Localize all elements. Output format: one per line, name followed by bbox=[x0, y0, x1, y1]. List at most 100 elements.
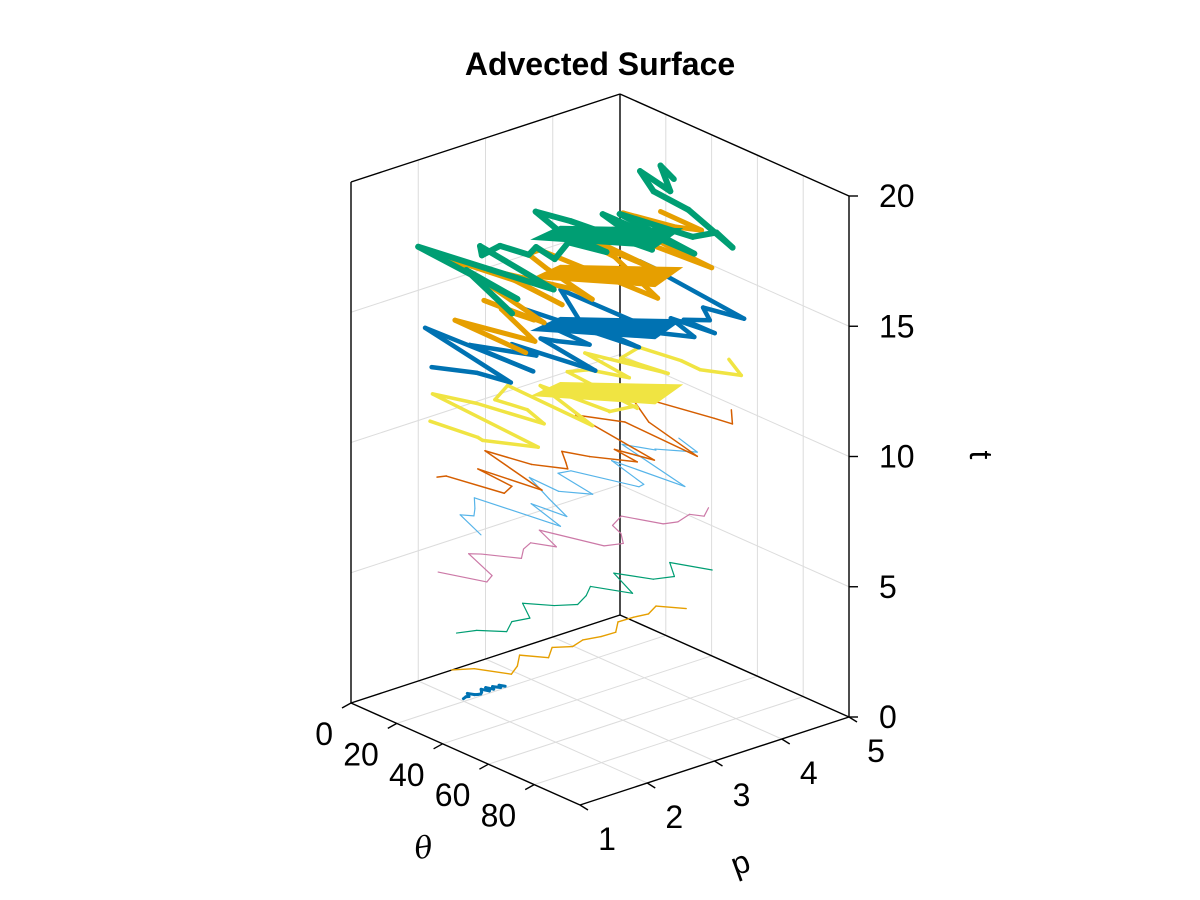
grid-line bbox=[350, 354, 621, 443]
surface-segment bbox=[532, 208, 574, 225]
surface-segment bbox=[677, 513, 691, 523]
x-tick-mark bbox=[387, 722, 398, 730]
surface-patch bbox=[530, 316, 684, 340]
surface-segment bbox=[652, 575, 676, 580]
surface-segment bbox=[548, 498, 568, 518]
surface-slice bbox=[436, 400, 734, 495]
surface-segment bbox=[557, 490, 594, 495]
z-tick-label: 15 bbox=[879, 308, 915, 344]
surface-segment bbox=[459, 514, 482, 536]
surface-slice bbox=[437, 507, 710, 583]
surface-segment bbox=[617, 616, 635, 623]
surface-segment bbox=[450, 667, 475, 671]
surface-segment bbox=[603, 542, 624, 547]
surface-slice bbox=[455, 561, 713, 634]
surface-segment bbox=[613, 572, 634, 594]
surface-segment bbox=[478, 242, 504, 259]
surface-segment bbox=[522, 542, 532, 550]
surface-segment bbox=[467, 342, 536, 374]
y-tick-mark bbox=[714, 760, 723, 767]
surface-segment bbox=[477, 243, 557, 293]
surface-segment bbox=[445, 475, 505, 495]
surface-segment bbox=[611, 459, 645, 485]
y-axis-label: p bbox=[726, 843, 755, 883]
surface-segment bbox=[538, 529, 605, 547]
surface-segment bbox=[415, 243, 521, 303]
surface-segment bbox=[657, 162, 677, 183]
surface-segment bbox=[576, 595, 587, 606]
surface-segment bbox=[551, 239, 572, 263]
surface-segment bbox=[430, 392, 540, 449]
grid-line bbox=[418, 680, 648, 784]
surface-segment bbox=[521, 602, 531, 619]
surface-segment bbox=[558, 287, 583, 324]
surface-segment bbox=[533, 244, 558, 263]
surface-segment bbox=[477, 468, 513, 488]
surface-segment bbox=[516, 654, 521, 667]
surface-patch bbox=[530, 225, 684, 249]
surface-segment bbox=[669, 561, 713, 571]
surface-segment bbox=[505, 383, 595, 428]
axis-edge bbox=[350, 702, 581, 806]
y-tick-label: 5 bbox=[867, 733, 885, 769]
surface-segment bbox=[685, 206, 736, 251]
surface-segment bbox=[621, 443, 686, 488]
x-tick-mark bbox=[524, 783, 535, 791]
surface-segment bbox=[503, 485, 513, 495]
surface-segment bbox=[574, 414, 626, 423]
surface-segment bbox=[659, 331, 697, 340]
surface-segment bbox=[565, 367, 591, 374]
surface-segment bbox=[638, 483, 645, 488]
surface-segment bbox=[547, 646, 553, 659]
surface-segment bbox=[473, 497, 562, 527]
x-tick-mark bbox=[479, 763, 489, 770]
y-tick-label: 2 bbox=[665, 799, 683, 835]
x-tick-label: 20 bbox=[343, 736, 379, 772]
surface-segment bbox=[727, 357, 744, 378]
surface-segment bbox=[473, 667, 513, 675]
surface-series bbox=[415, 162, 747, 701]
surface-segment bbox=[452, 317, 538, 344]
grid-lines bbox=[350, 93, 850, 806]
surface-segment bbox=[572, 639, 584, 648]
surface-segment bbox=[474, 401, 546, 426]
x-tick-mark bbox=[433, 743, 443, 750]
surface-segment bbox=[647, 605, 657, 615]
surface-segment bbox=[509, 341, 598, 373]
surface-segment bbox=[528, 476, 560, 492]
surface-segment bbox=[655, 605, 687, 610]
surface-patch bbox=[530, 382, 684, 405]
surface-segment bbox=[624, 421, 699, 458]
surface-segment bbox=[585, 585, 592, 597]
surface-segment bbox=[530, 542, 557, 548]
surface-segment bbox=[553, 603, 579, 607]
surface-segment bbox=[703, 507, 710, 517]
surface-segment bbox=[521, 602, 555, 607]
surface-segment bbox=[557, 472, 594, 495]
axis-frame bbox=[350, 93, 850, 806]
z-tick-label: 0 bbox=[879, 699, 897, 735]
surface-segment bbox=[633, 400, 650, 423]
surface-slice bbox=[459, 437, 698, 536]
surface-segment bbox=[486, 574, 493, 583]
surface-segment bbox=[476, 629, 508, 633]
surface-segment bbox=[530, 463, 569, 470]
surface-segment bbox=[618, 345, 641, 360]
surface-segment bbox=[613, 572, 654, 580]
surface-segment bbox=[459, 514, 475, 517]
z-tick-label: 20 bbox=[879, 178, 915, 214]
y-tick-label: 4 bbox=[800, 755, 818, 791]
surface-segment bbox=[616, 211, 696, 240]
surface-segment bbox=[429, 364, 479, 375]
grid-line bbox=[619, 484, 850, 588]
surface-segment bbox=[658, 209, 705, 233]
surface-segment bbox=[530, 503, 568, 518]
surface-segment bbox=[600, 631, 617, 638]
surface-slice bbox=[450, 605, 687, 675]
z-tick-label: 5 bbox=[879, 569, 897, 605]
surface-segment bbox=[422, 325, 514, 385]
x-tick-label: 60 bbox=[435, 777, 471, 813]
x-tick-label: 0 bbox=[315, 716, 333, 752]
surface-slice bbox=[461, 683, 507, 701]
surface-segment bbox=[530, 503, 562, 527]
